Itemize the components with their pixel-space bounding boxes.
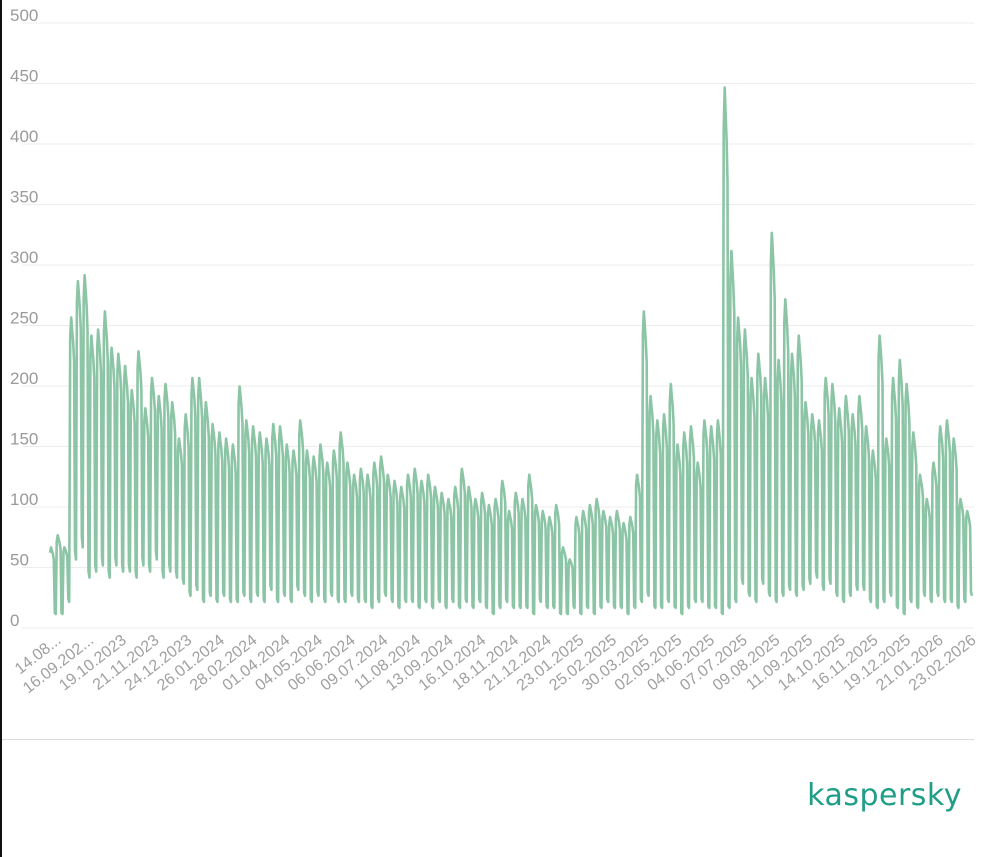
y-tick-label: 150 (10, 430, 38, 449)
y-tick-label: 200 (10, 369, 38, 388)
y-tick-label: 450 (10, 67, 38, 86)
x-axis: 14.08...16.09.202...19.10.202321.11.2023… (12, 632, 980, 697)
y-tick-label: 350 (10, 188, 38, 207)
line-chart: 0 50 100 150 200 250 300 350 400 450 500 14.08...1… (10, 6, 980, 697)
y-tick-label: 500 (10, 6, 38, 25)
y-tick-label: 100 (10, 490, 38, 509)
divider (2, 739, 974, 740)
y-tick-label: 400 (10, 127, 38, 146)
series-line (48, 86, 974, 616)
y-tick-label: 300 (10, 248, 38, 267)
y-tick-label: 50 (10, 551, 29, 570)
y-tick-label: 250 (10, 309, 38, 328)
gridlines (22, 22, 974, 629)
y-tick-label: 0 (10, 611, 19, 630)
kaspersky-logo: kaspersky (807, 778, 962, 813)
y-axis: 0 50 100 150 200 250 300 350 400 450 500 (10, 6, 38, 630)
